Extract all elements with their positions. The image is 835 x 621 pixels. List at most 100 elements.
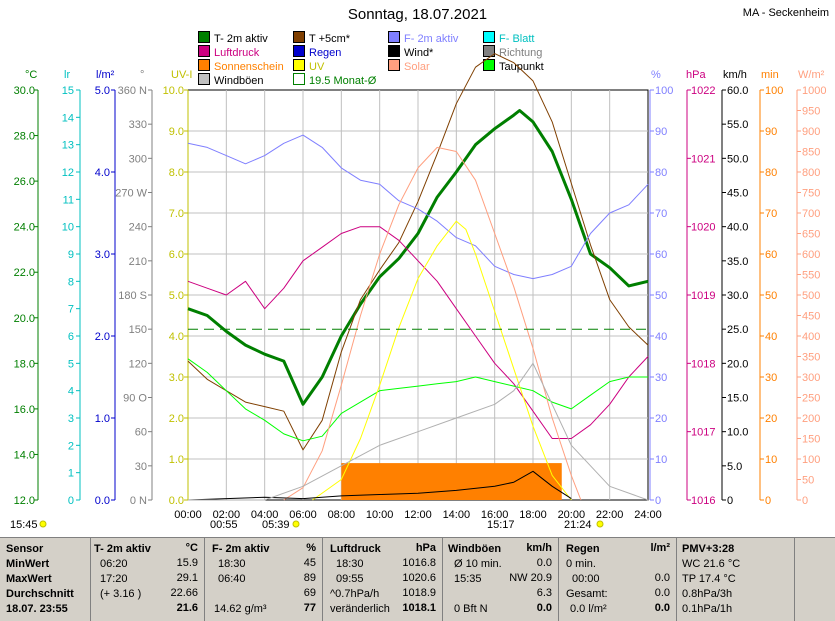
- series-line: [188, 362, 649, 501]
- divider: [90, 538, 91, 621]
- axis-tick-label: 200: [802, 413, 820, 425]
- series-line: [187, 358, 648, 442]
- axis-tick-label: 330: [129, 119, 147, 131]
- legend-label: Solar: [404, 61, 430, 73]
- axis-tick-label: 14.0: [14, 449, 35, 461]
- x-tick-label: 10:00: [366, 509, 394, 521]
- pmv-trend-3h: 0.8hPa/3h: [682, 588, 733, 600]
- axis-tick-label: 210: [129, 256, 147, 268]
- rain-current: 0.0: [654, 602, 670, 614]
- axis-tick-label: 6.0: [169, 249, 184, 261]
- axis-tick-label: 350: [802, 352, 820, 364]
- axis-tick-label: 9: [68, 249, 74, 261]
- axis-tick-label: 1016: [691, 495, 715, 507]
- legend-fblatt: F- Blatt: [483, 31, 534, 45]
- axis-tick-label: 10.0: [163, 85, 184, 97]
- rain-rate: 0.0: [654, 572, 670, 584]
- rain-unit: l/m²: [650, 542, 670, 554]
- axis-tick-label: 1022: [691, 85, 715, 97]
- divider: [794, 538, 795, 621]
- axis-tick-label: 8.0: [169, 167, 184, 179]
- axis-tick-label: 0.0: [169, 495, 184, 507]
- t2m-current: 21.6: [176, 602, 198, 614]
- press-trend: ^0.7hPa/h: [330, 588, 380, 600]
- axis-tick-label: 9.0: [169, 126, 184, 138]
- divider: [558, 538, 559, 621]
- axis-tick-label: 15.0: [727, 393, 748, 405]
- axis-tick-label: 18.0: [14, 358, 35, 370]
- axis-tick-label: 250: [802, 393, 820, 405]
- axis-tick-label: 2: [68, 440, 74, 452]
- legend-swatch: [483, 31, 495, 43]
- axis-tick-label: 3.0: [169, 372, 184, 384]
- press-unit: hPa: [415, 542, 436, 554]
- axis-tick-label: 700: [802, 208, 820, 220]
- axis-unit-label: °: [140, 69, 144, 81]
- axis-tick-label: 300: [802, 372, 820, 384]
- axis-tick-label: 0: [68, 495, 74, 507]
- axis-tick-label: 90: [655, 126, 667, 138]
- axis-tick-label: 100: [802, 454, 820, 466]
- legend-dewpoint: Taupunkt: [483, 59, 544, 73]
- axis-tick-label: 3: [68, 413, 74, 425]
- axis-tick-label: 15: [62, 85, 74, 97]
- axis-tick-label: 650: [802, 229, 820, 241]
- axis-tick-label: 270 W: [115, 188, 147, 200]
- gust-avg-label: Ø 10 min.: [454, 558, 502, 570]
- page-title: Sonntag, 18.07.2021: [347, 6, 488, 23]
- axis-tick-label: 850: [802, 147, 820, 159]
- legend-swatch: [483, 45, 495, 57]
- axis-unit-label: %: [651, 69, 661, 81]
- axis-tick-label: 4.0: [169, 331, 184, 343]
- f2m-max-time: 06:40: [218, 573, 246, 585]
- axis-tick-label: 3.0: [95, 249, 110, 261]
- divider: [676, 538, 677, 621]
- legend-swatch: [293, 45, 305, 57]
- t2m-unit: °C: [185, 542, 198, 554]
- row-label: Durchschnitt: [6, 588, 74, 600]
- axis-tick-label: 55.0: [727, 119, 748, 131]
- axis-tick-label: 5: [68, 358, 74, 370]
- legend-month-avg: 19.5 Monat-Ø: [293, 73, 376, 87]
- axis-tick-label: 14: [62, 112, 74, 124]
- axis-tick-label: 90 O: [123, 393, 147, 405]
- legend-label: F- Blatt: [499, 33, 535, 45]
- axis-tick-label: 30: [655, 372, 667, 384]
- sun-icon: [39, 520, 47, 528]
- gust-max-value: NW 20.9: [509, 572, 552, 584]
- divider: [204, 538, 205, 621]
- axis-tick-label: 1000: [802, 85, 826, 97]
- legend-label: Windböen: [214, 75, 264, 87]
- axis-tick-label: 11: [63, 194, 74, 206]
- col-pmv: PMV+3:28 WC 21.6 °C TP 17.4 °C 0.8hPa/3h…: [682, 538, 792, 621]
- legend-gusts: Windböen: [198, 73, 264, 87]
- stats-table: Sensor MinWert MaxWert Durchschnitt 18.0…: [0, 537, 835, 621]
- sun-icon: [292, 520, 300, 528]
- legend-label: Taupunkt: [499, 61, 544, 73]
- col-rain: Regen l/m² 0 min. 00:00 0.0 Gesamt: 0.0 …: [562, 538, 674, 621]
- legend-label: 19.5 Monat-Ø: [309, 75, 377, 87]
- axis-tick-label: 150: [129, 324, 147, 336]
- gust-max-time: 15:35: [454, 573, 482, 585]
- axis-tick-label: 7.0: [169, 208, 184, 220]
- rain-time: 00:00: [572, 573, 600, 585]
- station-location: MA - Seckenheim: [742, 7, 829, 19]
- x-tick-label: 02:00: [213, 509, 241, 521]
- axis-tick-label: 100: [765, 85, 783, 97]
- axis-tick-label: 50: [655, 290, 667, 302]
- x-tick-label: 24:00: [634, 509, 662, 521]
- legend-label: Wind*: [404, 47, 434, 59]
- axis-tick-label: 0: [765, 495, 771, 507]
- legend-solar: Solar: [388, 59, 430, 73]
- legend-t5cm: T +5cm*: [293, 31, 350, 45]
- divider: [442, 538, 443, 621]
- legend-pressure: Luftdruck: [198, 45, 259, 59]
- t2m-avg-value: 22.66: [170, 587, 198, 599]
- x-tick-label: 22:00: [596, 509, 624, 521]
- axis-tick-label: 20: [655, 413, 667, 425]
- marker-max-time: 15:17: [487, 519, 515, 531]
- col-t2m: T- 2m aktiv °C 06:20 15.9 17:20 29.1 (+ …: [94, 538, 202, 621]
- legend-rain: Regen: [293, 45, 341, 59]
- press-min-value: 1016.8: [402, 557, 436, 569]
- axis-tick-label: 45.0: [727, 188, 748, 200]
